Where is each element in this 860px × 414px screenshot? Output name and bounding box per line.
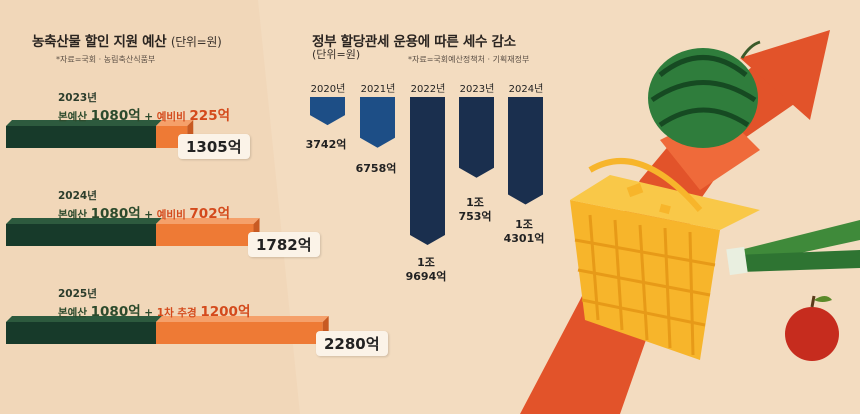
tax-bar <box>310 97 345 126</box>
extra-group: 예비비 702억 <box>156 206 231 222</box>
tax-year-label: 2021년 <box>360 84 396 95</box>
tax-value-line: 753억 <box>458 210 492 223</box>
tax-year-label: 2020년 <box>310 84 346 95</box>
extra-value: 225억 <box>189 108 231 124</box>
base-label: 본예산 <box>58 209 87 221</box>
row-budget-line: 본예산 1080억 + 예비비 225억 <box>58 104 230 124</box>
tax-bar <box>508 97 543 205</box>
tax-value-label: 6758억 <box>346 162 406 176</box>
extra-segment-top <box>156 316 329 322</box>
extra-label: 예비비 <box>156 111 186 123</box>
extra-segment-top <box>156 120 194 126</box>
budget-bar <box>6 120 194 148</box>
right-unit: (단위=원) <box>312 48 361 61</box>
budget-bar <box>6 316 329 344</box>
extra-segment <box>156 322 323 344</box>
extra-label: 예비비 <box>156 209 186 221</box>
total-label: 2280억 <box>316 331 388 356</box>
tax-value-line: 4301억 <box>503 232 545 245</box>
tax-bar <box>459 97 494 178</box>
extra-label: 1차 추경 <box>156 307 197 319</box>
base-label: 본예산 <box>58 307 87 319</box>
tax-value-line: 1조 <box>466 196 484 209</box>
apple-icon <box>785 295 839 361</box>
extra-segment-top <box>156 218 260 224</box>
extra-group: 1차 추경 1200억 <box>156 304 251 320</box>
tax-value-label: 1조 4301억 <box>494 218 554 246</box>
tax-year-label: 2023년 <box>459 84 495 95</box>
tax-value-label: 1조 9694억 <box>396 256 456 284</box>
tax-value-line: 3742억 <box>305 138 347 151</box>
left-unit: (단위=원) <box>170 35 222 49</box>
tax-value-label: 1조 753억 <box>445 196 505 224</box>
plus-sign: + <box>144 111 154 123</box>
row-year: 2024년 <box>58 190 97 202</box>
plus-sign: + <box>144 307 154 319</box>
base-value: 1080억 <box>90 206 141 222</box>
budget-bars <box>6 120 329 344</box>
row-year: 2025년 <box>58 288 97 300</box>
left-source: *자료=국회 · 농림축산식품부 <box>56 55 156 64</box>
extra-value: 702억 <box>189 206 231 222</box>
base-label: 본예산 <box>58 111 87 123</box>
total-label: 1782억 <box>248 232 320 257</box>
row-budget-line: 본예산 1080억 + 1차 추경 1200억 <box>58 300 250 320</box>
base-value: 1080억 <box>90 304 141 320</box>
base-value: 1080억 <box>90 108 141 124</box>
base-segment <box>6 322 157 344</box>
left-title-text: 농축산물 할인 지원 예산 <box>32 34 167 50</box>
budget-bar <box>6 218 260 246</box>
extra-group: 예비비 225억 <box>156 108 231 124</box>
left-panel-shade <box>0 0 300 414</box>
base-segment-top <box>6 316 163 322</box>
extra-segment <box>156 224 254 246</box>
shopping-basket-icon <box>570 158 760 360</box>
row-year: 2023년 <box>58 92 97 104</box>
total-label: 1305억 <box>178 134 250 159</box>
base-segment-top <box>6 218 163 224</box>
base-segment <box>6 126 157 148</box>
row-budget-line: 본예산 1080억 + 예비비 702억 <box>58 202 230 222</box>
tax-value-line: 1조 <box>515 218 533 231</box>
tax-bar <box>410 97 445 245</box>
tax-bar <box>360 97 395 148</box>
base-segment <box>6 224 157 246</box>
plus-sign: + <box>144 209 154 221</box>
tax-bars <box>310 97 543 245</box>
tax-value-line: 9694억 <box>405 270 447 283</box>
tax-year-label: 2022년 <box>410 84 446 95</box>
watermelon-icon <box>648 40 761 148</box>
extra-value: 1200억 <box>200 304 251 320</box>
green-onion-icon <box>726 220 860 276</box>
tax-value-line: 6758억 <box>355 162 397 175</box>
tax-value-line: 1조 <box>417 256 435 269</box>
left-chart-title: 농축산물 할인 지원 예산 (단위=원) <box>32 30 222 50</box>
tax-value-label: 3742억 <box>296 138 356 152</box>
tax-year-label: 2024년 <box>508 84 544 95</box>
right-source: *자료=국회예산정책처 · 기획재정부 <box>408 55 530 64</box>
right-chart-title: 정부 할당관세 운용에 따른 세수 감소 <box>312 34 516 50</box>
base-segment-top <box>6 120 163 126</box>
